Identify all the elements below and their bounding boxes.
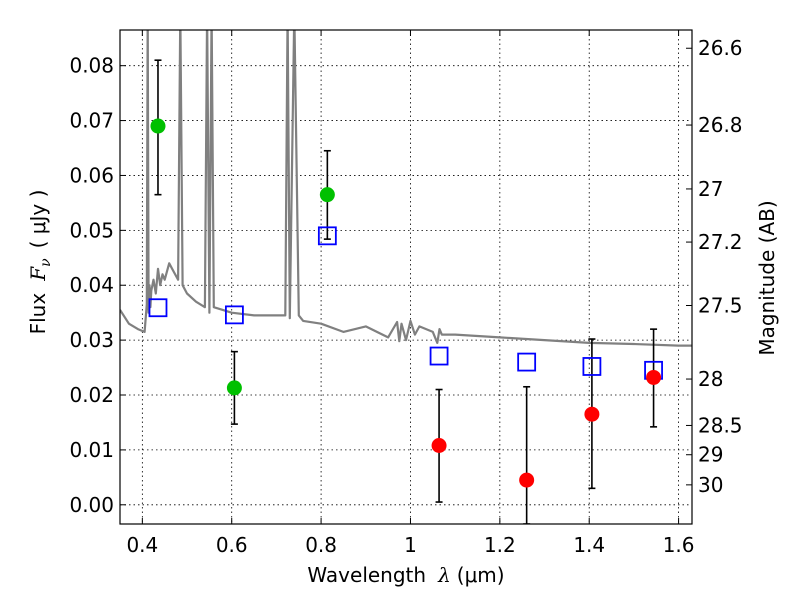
mag-tick-label: 28.5 (698, 413, 743, 437)
y-tick-label: 0.03 (69, 328, 114, 352)
model-photometry-square (317, 226, 337, 246)
mag-tick-label: 26.6 (698, 36, 743, 60)
x-tick-label: 1.6 (663, 533, 695, 557)
y-tick-label: 0.06 (69, 163, 114, 187)
mag-tick-label: 28 (698, 367, 723, 391)
y-tick-label: 0.01 (69, 438, 114, 462)
sed-spectrum (120, 30, 692, 347)
model-photometry-square (224, 305, 244, 325)
x-tick-label: 0.8 (305, 533, 337, 557)
grid (120, 30, 692, 524)
ticks: 0.4 0.6 0.8 1 1.2 1.4 1.6 0.00 0.01 0.02 0.03 0.04 0… (69, 30, 743, 557)
x-tick-label: 0.6 (216, 533, 248, 557)
upper-limit-point (519, 472, 535, 488)
mag-tick-label: 27.5 (698, 293, 743, 317)
y-axis-label: FluxFν( μJy ) (26, 190, 54, 335)
y-tick-label: 0.05 (69, 218, 114, 242)
data-points (148, 118, 663, 488)
upper-limit-point (646, 369, 662, 385)
mag-tick-label: 26.8 (698, 113, 743, 137)
model-photometry-square (148, 298, 168, 318)
model-photometry-square (582, 357, 602, 376)
upper-limit-point (584, 406, 600, 422)
plot-frame (119, 29, 693, 525)
y2-axis-label: Magnitude (AB) (755, 200, 779, 355)
mag-tick-label: 29 (698, 443, 723, 467)
y-tick-label: 0.04 (69, 273, 114, 297)
mag-tick-label: 27.2 (698, 230, 743, 254)
x-tick-label: 1 (404, 533, 417, 557)
x-tick-label: 1.4 (573, 533, 605, 557)
x-tick-label: 0.4 (126, 533, 158, 557)
detection-point (319, 187, 335, 203)
y-tick-label: 0.07 (69, 109, 114, 133)
mag-tick-label: 30 (698, 473, 723, 497)
y-tick-label: 0.02 (69, 383, 114, 407)
model-photometry-square (429, 346, 449, 366)
mag-tick-label: 27 (698, 177, 723, 201)
detection-point (226, 380, 242, 396)
detection-point (150, 118, 166, 134)
x-tick-label: 1.2 (484, 533, 516, 557)
model-photometry-square (517, 352, 537, 372)
y-tick-label: 0.08 (69, 54, 114, 78)
sed-line (120, 30, 692, 347)
x-axis-label: Wavelength λ (μm) (307, 563, 504, 587)
upper-limit-point (431, 438, 447, 454)
y-tick-label: 0.00 (69, 493, 114, 517)
